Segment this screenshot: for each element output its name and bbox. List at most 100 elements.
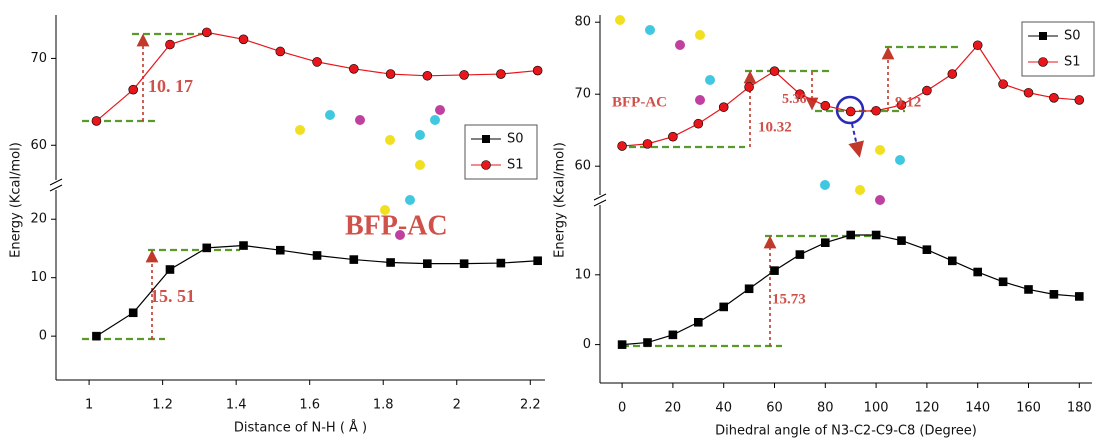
legend-marker [1039,58,1048,67]
marker [1075,95,1084,104]
marker [129,309,137,317]
molecule-atom [875,145,885,155]
marker [618,142,627,151]
annotation: BFP-AC [612,94,667,110]
y-tick-label: 10 [574,267,591,282]
legend-box [465,125,537,179]
marker [668,132,677,141]
x-tick-label: 2 [453,398,461,413]
legend-box [465,125,537,179]
annotation: 15. 51 [150,286,195,306]
x-tick-label: 2.2 [520,398,541,413]
y-tick-label: 70 [574,87,591,102]
marker [948,70,957,79]
x-tick-label: 0 [618,401,626,416]
marker [847,231,855,239]
y-tick-label: 70 [30,51,47,66]
marker [1049,93,1058,102]
y-axis-label: Energy (Kcal/mol) [553,142,568,258]
molecule-atom [430,115,440,125]
x-tick-label: 100 [864,401,889,416]
marker [534,257,542,265]
y-tick-label: 0 [39,329,47,344]
marker [276,246,284,254]
marker [821,101,830,110]
marker [897,237,905,245]
molecule-atom [875,195,885,205]
marker [165,40,174,49]
molecule-atom [405,195,415,205]
marker [973,41,982,50]
marker [1075,292,1083,300]
molecule-atom [435,105,445,115]
marker [770,267,778,275]
marker [643,139,652,148]
marker [202,28,211,37]
legend-marker [482,161,491,170]
x-tick-label: 40 [715,401,732,416]
annotation: BFP-AC [345,210,448,241]
marker [974,268,982,276]
legend-marker [482,135,490,143]
marker [313,251,321,259]
marker [240,242,248,250]
x-tick-label: 20 [665,401,682,416]
annotation: 15.73 [772,291,806,307]
molecule-atom [415,130,425,140]
y-tick-label: 0 [583,337,591,352]
marker [129,85,138,94]
molecule-atom [705,75,715,85]
marker [92,116,101,125]
x-tick-label: 60 [766,401,783,416]
marker [533,66,542,75]
marker [796,251,804,259]
legend-label: S1 [507,158,524,173]
series-line [622,45,1079,146]
figure: 11.21.41.61.822.2010206070Distance of N-… [0,0,1096,441]
x-tick-label: 1.2 [152,398,173,413]
marker [460,260,468,268]
marker [694,119,703,128]
marker [496,70,505,79]
x-tick-label: 140 [965,401,990,416]
y-tick-label: 80 [574,15,591,30]
marker [423,260,431,268]
molecule-atom [695,95,705,105]
y-tick-label: 60 [574,159,591,174]
x-tick-label: 180 [1067,401,1092,416]
marker [719,103,728,112]
molecule-atom [295,125,305,135]
marker [276,47,285,56]
x-tick-label: 1 [85,398,93,413]
marker [821,239,829,247]
x-tick-label: 80 [817,401,834,416]
marker [203,244,211,252]
molecule-atom [675,40,685,50]
x-tick-label: 1.4 [226,398,247,413]
marker [922,86,931,95]
molecule-atom [855,185,865,195]
y-tick-label: 20 [30,212,47,227]
marker [720,303,728,311]
annotation: 9.12 [895,94,921,110]
x-tick-label: 120 [914,401,939,416]
marker [770,67,779,76]
y-tick-label: 10 [30,270,47,285]
legend-box [1022,22,1094,76]
molecule-atom [355,115,365,125]
annotation: 10.32 [758,119,792,135]
marker [313,57,322,66]
marker [923,246,931,254]
molecule-atom [615,15,625,25]
marker [948,257,956,265]
x-axis-label: Dihedral angle of N3-C2-C9-C8 (Degree) [715,424,977,439]
legend-label: S0 [1064,29,1081,44]
molecule-atom [895,155,905,165]
marker [1024,285,1032,293]
marker [386,70,395,79]
legend-marker [1039,32,1047,40]
marker [643,339,651,347]
marker [1024,88,1033,97]
marker [423,71,432,80]
marker [349,64,358,73]
